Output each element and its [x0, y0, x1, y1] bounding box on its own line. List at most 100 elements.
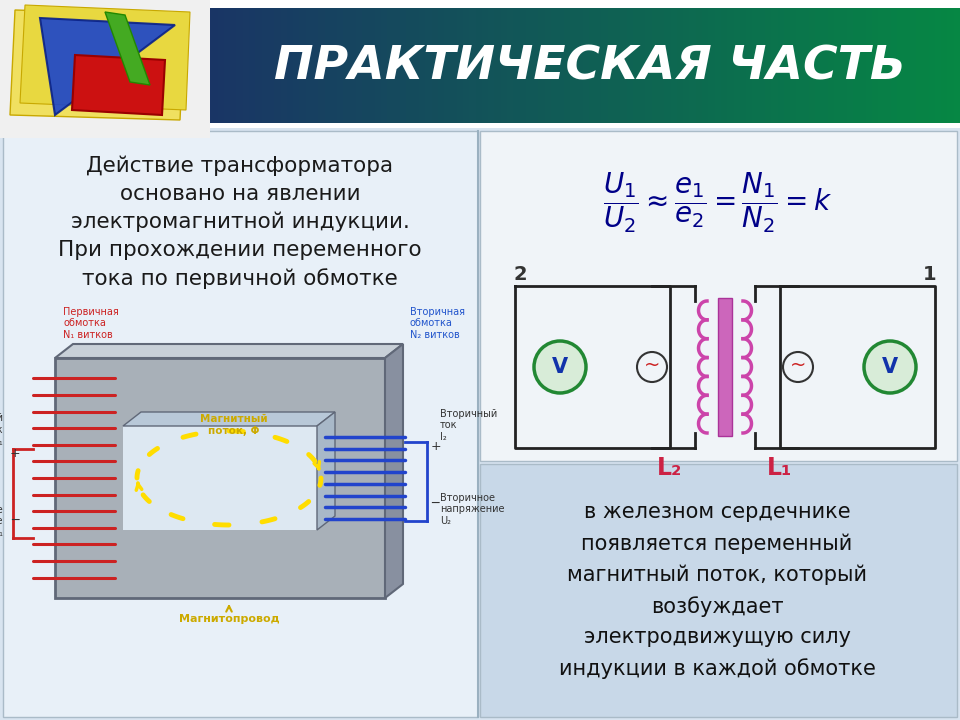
Polygon shape: [400, 8, 406, 123]
Text: электромагнитной индукции.: электромагнитной индукции.: [71, 212, 409, 233]
Text: Первичный
ток
I₁: Первичный ток I₁: [0, 413, 3, 446]
Polygon shape: [576, 8, 583, 123]
Polygon shape: [884, 8, 891, 123]
Polygon shape: [211, 8, 218, 123]
Polygon shape: [280, 8, 287, 123]
Text: основано на явлении: основано на явлении: [120, 184, 360, 204]
Polygon shape: [20, 5, 190, 110]
Polygon shape: [627, 8, 633, 123]
Polygon shape: [230, 8, 236, 123]
Text: V: V: [882, 357, 898, 377]
Polygon shape: [544, 8, 551, 123]
Text: $\dfrac{U_1}{U_2} \approx \dfrac{e_1}{e_2} = \dfrac{N_1}{N_2} = k$: $\dfrac{U_1}{U_2} \approx \dfrac{e_1}{e_…: [604, 171, 832, 235]
Text: Первичное
напряжение
U₁: Первичное напряжение U₁: [0, 505, 3, 538]
Polygon shape: [783, 8, 790, 123]
Polygon shape: [923, 8, 928, 123]
Polygon shape: [413, 8, 419, 123]
Polygon shape: [714, 8, 721, 123]
Polygon shape: [645, 8, 652, 123]
Polygon shape: [331, 8, 337, 123]
Polygon shape: [866, 8, 872, 123]
Polygon shape: [526, 8, 532, 123]
Polygon shape: [897, 8, 903, 123]
Polygon shape: [293, 8, 300, 123]
Polygon shape: [236, 8, 243, 123]
Polygon shape: [249, 8, 255, 123]
Bar: [3, 131, 478, 717]
Polygon shape: [859, 8, 866, 123]
Polygon shape: [55, 344, 403, 358]
Bar: [0, 0, 210, 138]
Text: Вторичное
напряжение
U₂: Вторичное напряжение U₂: [440, 492, 505, 526]
Polygon shape: [671, 8, 677, 123]
Polygon shape: [532, 8, 539, 123]
Text: ─: ─: [12, 514, 19, 527]
Polygon shape: [463, 8, 469, 123]
Polygon shape: [362, 8, 369, 123]
Polygon shape: [588, 8, 595, 123]
Polygon shape: [344, 8, 349, 123]
Polygon shape: [444, 8, 450, 123]
Polygon shape: [305, 8, 312, 123]
Polygon shape: [40, 18, 175, 115]
Polygon shape: [740, 8, 746, 123]
Polygon shape: [482, 8, 488, 123]
Polygon shape: [733, 8, 740, 123]
Text: Первичная
обмотка
N₁ витков: Первичная обмотка N₁ витков: [63, 307, 119, 340]
Text: Магнитный
поток, Φ: Магнитный поток, Φ: [201, 415, 268, 436]
Polygon shape: [457, 8, 463, 123]
Polygon shape: [123, 426, 317, 530]
Text: 2: 2: [514, 264, 527, 284]
Polygon shape: [728, 8, 733, 123]
Polygon shape: [903, 8, 910, 123]
Bar: [480, 131, 957, 461]
Polygon shape: [834, 8, 840, 123]
Polygon shape: [205, 8, 211, 123]
Polygon shape: [388, 8, 394, 123]
Polygon shape: [268, 8, 275, 123]
Polygon shape: [765, 8, 771, 123]
Polygon shape: [406, 8, 413, 123]
Polygon shape: [72, 55, 165, 115]
Text: +: +: [431, 440, 442, 453]
Text: Вторичный
ток
I₂: Вторичный ток I₂: [440, 408, 497, 442]
Polygon shape: [809, 8, 815, 123]
Polygon shape: [312, 8, 319, 123]
Polygon shape: [853, 8, 859, 123]
Text: тока по первичной обмотке: тока по первичной обмотке: [83, 268, 397, 289]
Polygon shape: [337, 8, 344, 123]
Text: Действие трансформатора: Действие трансформатора: [86, 156, 394, 176]
Polygon shape: [633, 8, 639, 123]
Text: в железном сердечнике
появляется переменный
магнитный поток, который
возбуждает
: в железном сердечнике появляется перемен…: [559, 503, 876, 679]
Text: 1: 1: [924, 264, 937, 284]
Polygon shape: [218, 8, 224, 123]
Bar: [480, 464, 957, 717]
Text: +: +: [10, 447, 20, 460]
Polygon shape: [519, 8, 526, 123]
Polygon shape: [469, 8, 475, 123]
Polygon shape: [746, 8, 753, 123]
Polygon shape: [570, 8, 576, 123]
Text: Магнитопровод: Магнитопровод: [179, 614, 279, 624]
Polygon shape: [639, 8, 645, 123]
Polygon shape: [438, 8, 444, 123]
Polygon shape: [501, 8, 507, 123]
Polygon shape: [721, 8, 728, 123]
Polygon shape: [262, 8, 268, 123]
Polygon shape: [450, 8, 457, 123]
Polygon shape: [953, 8, 960, 123]
Polygon shape: [55, 358, 385, 598]
Polygon shape: [539, 8, 544, 123]
Polygon shape: [790, 8, 797, 123]
Polygon shape: [771, 8, 778, 123]
Polygon shape: [891, 8, 897, 123]
Polygon shape: [394, 8, 400, 123]
Text: ~: ~: [644, 356, 660, 374]
Polygon shape: [419, 8, 425, 123]
Polygon shape: [319, 8, 324, 123]
Polygon shape: [369, 8, 374, 123]
Polygon shape: [356, 8, 362, 123]
Text: V: V: [552, 357, 568, 377]
Polygon shape: [828, 8, 834, 123]
Text: L₂: L₂: [658, 456, 683, 480]
